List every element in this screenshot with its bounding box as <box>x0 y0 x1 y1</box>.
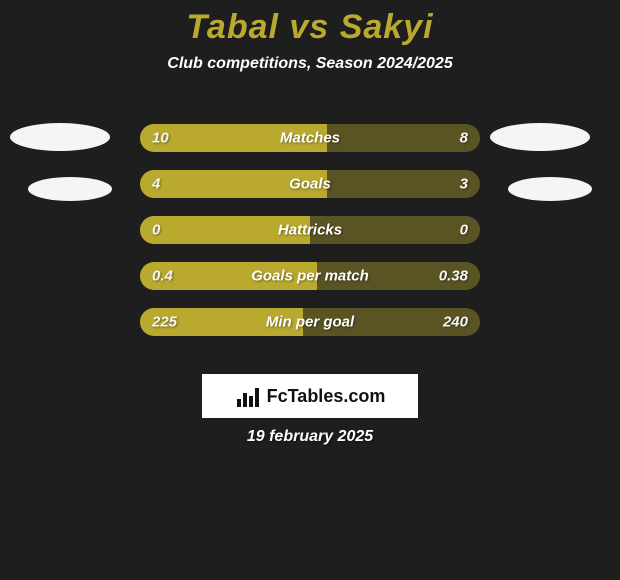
update-date: 19 february 2025 <box>0 428 620 446</box>
brand-logo-text: FcTables.com <box>267 386 386 407</box>
stat-row: 0.4 0.38 Goals per match <box>140 262 480 290</box>
stat-row: 225 240 Min per goal <box>140 308 480 336</box>
page-title: Tabal vs Sakyi <box>0 0 620 47</box>
stats-bars: 10 8 Matches 4 3 Goals 0 0 Hattricks 0.4 0.38 Goals… <box>140 124 480 354</box>
stat-label: Hattricks <box>278 222 342 239</box>
player1-name: Tabal <box>186 8 279 46</box>
stat-value-right: 240 <box>443 314 468 331</box>
stat-value-right: 3 <box>460 176 468 193</box>
stat-row: 0 0 Hattricks <box>140 216 480 244</box>
decorative-ellipse <box>508 177 592 201</box>
bars-icon <box>235 385 261 407</box>
stat-value-left: 4 <box>152 176 160 193</box>
stat-label: Matches <box>280 130 340 147</box>
stat-label: Goals <box>289 176 331 193</box>
stat-value-left: 10 <box>152 130 169 147</box>
vs-separator: vs <box>289 8 329 46</box>
stat-label: Min per goal <box>266 314 354 331</box>
stat-value-right: 8 <box>460 130 468 147</box>
player2-name: Sakyi <box>340 8 434 46</box>
brand-logo-box: FcTables.com <box>202 374 418 418</box>
stat-row: 4 3 Goals <box>140 170 480 198</box>
subtitle: Club competitions, Season 2024/2025 <box>0 55 620 73</box>
decorative-ellipse <box>10 123 110 151</box>
stat-row: 10 8 Matches <box>140 124 480 152</box>
stat-value-right: 0 <box>460 222 468 239</box>
decorative-ellipse <box>490 123 590 151</box>
comparison-card: Tabal vs Sakyi Club competitions, Season … <box>0 0 620 580</box>
stat-value-right: 0.38 <box>439 268 468 285</box>
decorative-ellipse <box>28 177 112 201</box>
stat-value-left: 0.4 <box>152 268 173 285</box>
stat-value-left: 225 <box>152 314 177 331</box>
stat-value-left: 0 <box>152 222 160 239</box>
stat-label: Goals per match <box>251 268 369 285</box>
